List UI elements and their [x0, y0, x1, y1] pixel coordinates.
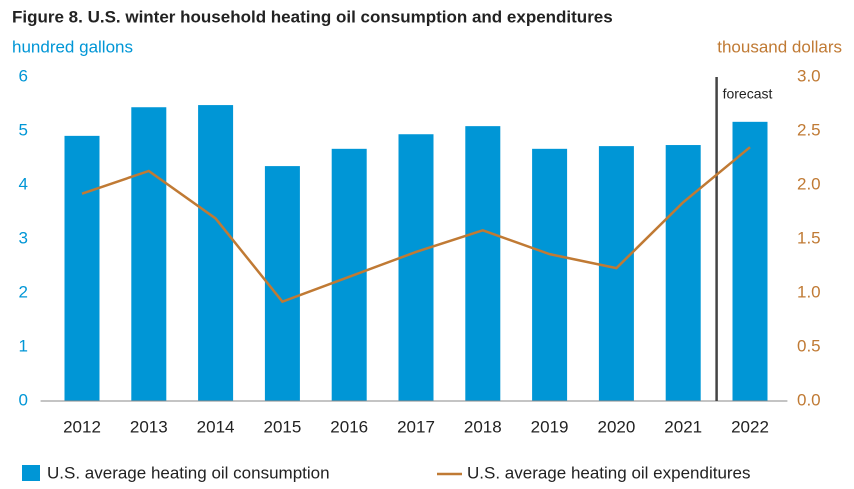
y2-tick-label: 0.0	[797, 390, 821, 409]
x-tick-label: 2013	[130, 417, 168, 436]
bar	[198, 105, 234, 401]
y2-tick-label: 2.0	[797, 174, 821, 193]
y-tick-label: 3	[19, 228, 28, 247]
y-tick-label: 6	[19, 66, 28, 85]
x-tick-label: 2016	[330, 417, 368, 436]
legend-swatch	[22, 465, 40, 481]
chart-title: Figure 8. U.S. winter household heating …	[12, 7, 613, 26]
x-tick-label: 2021	[664, 417, 702, 436]
bar	[398, 134, 434, 402]
bar	[665, 145, 701, 401]
bar	[264, 166, 300, 401]
x-tick-label: 2017	[397, 417, 435, 436]
y2-axis-label: thousand dollars	[717, 37, 842, 56]
legend-label: U.S. average heating oil expenditures	[467, 463, 751, 482]
bar	[598, 146, 634, 401]
bar	[131, 107, 167, 402]
legend-label: U.S. average heating oil consumption	[47, 463, 330, 482]
x-tick-label: 2019	[531, 417, 569, 436]
y-tick-label: 0	[19, 390, 28, 409]
y-tick-label: 4	[19, 174, 28, 193]
bar	[465, 126, 501, 401]
bar	[64, 135, 100, 402]
line	[81, 146, 751, 304]
y2-tick-label: 1.5	[797, 228, 821, 247]
y2-tick-label: 0.5	[797, 336, 821, 355]
y-tick-label: 2	[19, 282, 28, 301]
y-axis-label: hundred gallons	[12, 37, 133, 56]
x-tick-label: 2022	[731, 417, 769, 436]
y-tick-label: 1	[19, 336, 28, 355]
bar	[532, 148, 568, 401]
y2-tick-label: 3.0	[797, 66, 821, 85]
x-tick-label: 2012	[63, 417, 101, 436]
bar	[732, 121, 768, 401]
x-tick-label: 2015	[263, 417, 301, 436]
forecast-label: forecast	[723, 86, 773, 102]
x-tick-label: 2014	[197, 417, 235, 436]
y2-tick-label: 1.0	[797, 282, 821, 301]
bar	[331, 148, 367, 401]
y2-tick-label: 2.5	[797, 120, 821, 139]
x-tick-label: 2018	[464, 417, 502, 436]
x-tick-label: 2020	[597, 417, 635, 436]
y-tick-label: 5	[19, 120, 28, 139]
